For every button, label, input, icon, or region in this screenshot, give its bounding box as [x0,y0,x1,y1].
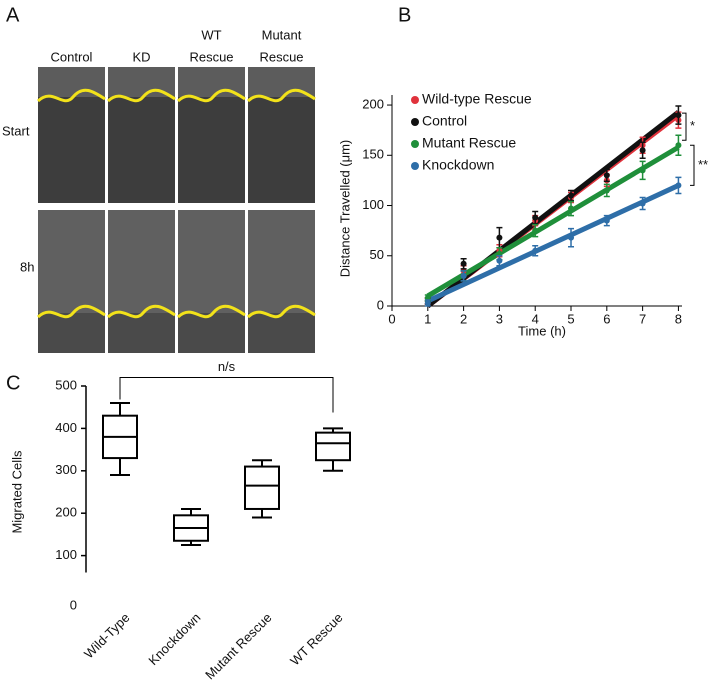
x-tick-label: WT Rescue [287,610,345,668]
x-tick-label: 0 [388,311,395,326]
significance-bracket [682,112,687,141]
x-tick-label: 2 [460,311,467,326]
data-point [568,205,575,212]
cell-texture [108,210,175,313]
legend-label: Mutant Rescue [422,135,516,151]
legend-swatch [411,140,419,148]
cell-texture [178,210,245,313]
wound-edge [36,304,106,319]
legend-label: Wild-type Rescue [422,91,532,107]
x-tick-label: 3 [496,311,503,326]
y-tick-label: 300 [55,462,77,477]
data-point [639,147,646,154]
y-tick-label: 0 [377,297,384,312]
x-tick-label: 1 [424,311,431,326]
row-label: Start [2,123,30,138]
legend-swatch [411,96,419,104]
data-point [460,272,467,279]
legend-swatch [411,162,419,170]
column-label: WT [201,27,221,42]
column-label: Mutant [262,27,302,42]
legend-label: Control [422,113,467,129]
data-point [675,112,682,119]
legend-label: Knockdown [422,157,494,173]
x-tick-label: 8 [675,311,682,326]
wound-edge [176,88,246,103]
significance-label: * [690,118,695,133]
x-tick-label: 4 [532,311,539,326]
column-label: Rescue [259,49,303,64]
fit-line [426,183,680,304]
panel-label: B [398,4,411,26]
data-point [603,187,610,194]
y-tick-label: 100 [55,547,77,562]
box [244,465,280,510]
box [315,431,351,462]
x-tick-label: Mutant Rescue [202,610,274,682]
data-point [639,200,646,207]
column-label: KD [132,49,150,64]
panel-label: A [6,4,20,26]
significance-bracket [119,377,334,413]
wound-edge [106,304,176,319]
y-tick-label: 0 [70,597,77,612]
x-axis-label: Time (h) [518,323,566,338]
significance-bracket [690,144,695,186]
significance-label: ** [698,157,708,172]
wound-edge [36,88,106,103]
data-point [675,142,682,149]
x-tick-label: Wild-Type [81,610,132,661]
data-point [532,227,539,234]
wound-edge [106,88,176,103]
x-tick-label: 6 [603,311,610,326]
data-point [603,172,610,179]
cell-texture [38,210,105,313]
data-point [603,217,610,224]
data-point [496,257,503,264]
y-tick-label: 400 [55,420,77,435]
data-point [532,247,539,254]
x-tick-label: 7 [639,311,646,326]
y-tick-label: 500 [55,377,77,392]
row-label: 8h [20,259,34,274]
data-point [460,260,467,267]
x-tick-label: 5 [567,311,574,326]
y-tick-label: 50 [370,247,384,262]
significance-label: n/s [218,359,236,374]
wound-edge [246,304,316,319]
fit-line [426,145,680,299]
column-label: Rescue [189,49,233,64]
y-axis-label: Migrated Cells [9,450,24,534]
column-label: Control [51,49,93,64]
wound-edge [246,88,316,103]
y-tick-label: 100 [362,197,384,212]
data-point [532,214,539,221]
panel-label: C [6,372,20,394]
data-point [675,182,682,189]
legend-swatch [411,118,419,126]
y-tick-label: 150 [362,147,384,162]
data-point [568,192,575,199]
cell-texture [248,210,315,313]
x-tick-label: Knockdown [145,610,203,668]
y-tick-label: 200 [55,505,77,520]
data-point [424,299,431,306]
data-point [496,234,503,241]
data-point [568,234,575,241]
data-point [639,167,646,174]
wound-edge [176,304,246,319]
y-tick-label: 200 [362,96,384,111]
y-axis-label: Distance Travelled (μm) [337,140,352,278]
